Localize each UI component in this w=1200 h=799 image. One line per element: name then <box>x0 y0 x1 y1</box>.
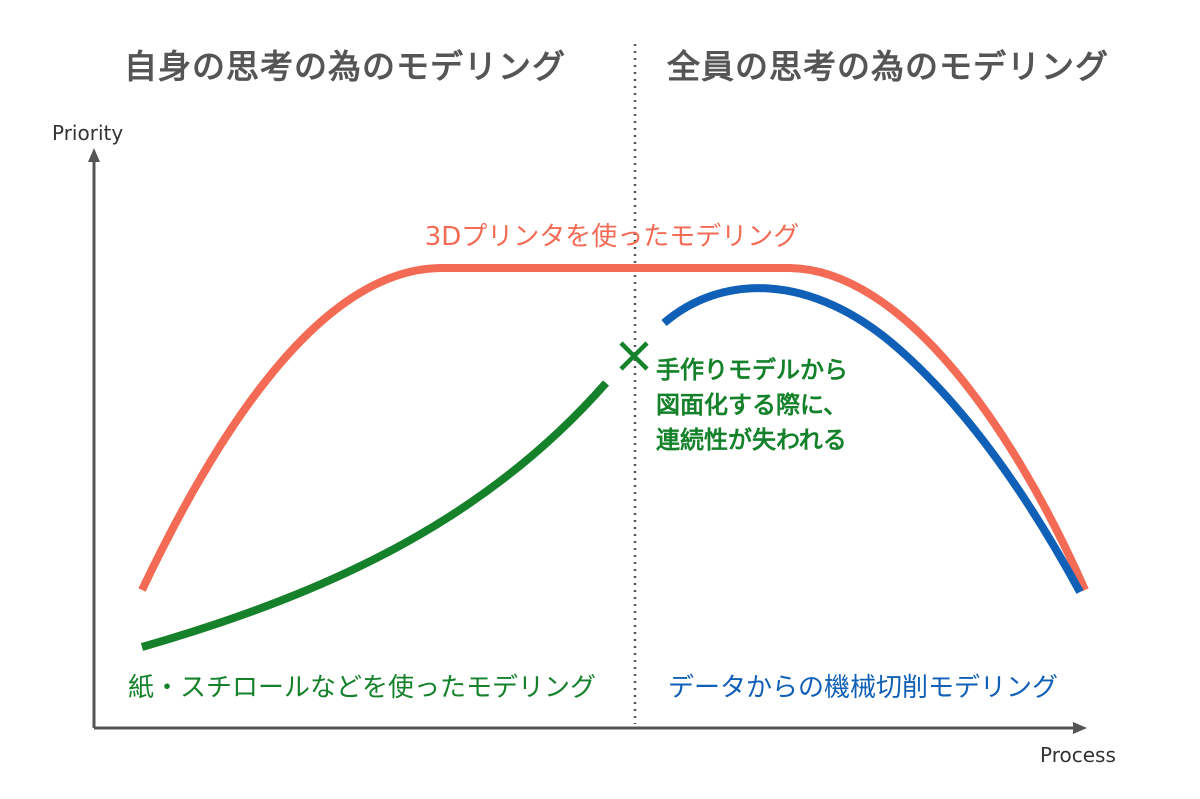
x-axis-label: Process <box>1040 743 1116 767</box>
break-note-line-3: 連続性が失われる <box>656 426 847 454</box>
green-curve-label: 紙・スチロールなどを使ったモデリング <box>128 673 596 703</box>
blue-curve-machine-cutting <box>661 284 1084 594</box>
break-note-line-2: 図面化する際に、 <box>656 391 847 419</box>
red-curve-label: 3Dプリンタを使ったモデリング <box>425 222 800 252</box>
red-curve-3d-printer <box>138 264 1089 592</box>
break-note-line-1: 手作りモデルから <box>656 356 848 384</box>
break-x-icon <box>619 341 649 371</box>
blue-curve-label: データからの機械切削モデリング <box>668 673 1058 703</box>
y-axis-label: Priority <box>52 121 123 145</box>
x-axis-arrow-icon <box>1073 722 1087 734</box>
right-section-title: 全員の思考の為のモデリング <box>666 47 1109 86</box>
y-axis-arrow-icon <box>88 148 100 162</box>
left-section-title: 自身の思考の為のモデリング <box>124 47 566 86</box>
green-curve-handmade <box>140 380 610 651</box>
